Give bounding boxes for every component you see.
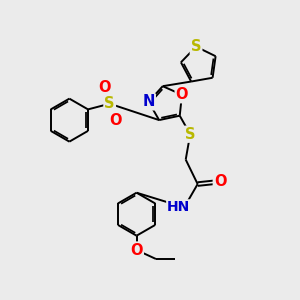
Text: O: O: [176, 87, 188, 102]
Text: HN: HN: [167, 200, 190, 214]
Text: O: O: [130, 242, 143, 257]
Text: O: O: [98, 80, 111, 95]
Text: S: S: [191, 39, 201, 54]
Text: O: O: [109, 112, 121, 128]
Text: N: N: [142, 94, 155, 109]
Text: S: S: [104, 96, 115, 111]
Text: S: S: [185, 127, 195, 142]
Text: O: O: [214, 174, 226, 189]
